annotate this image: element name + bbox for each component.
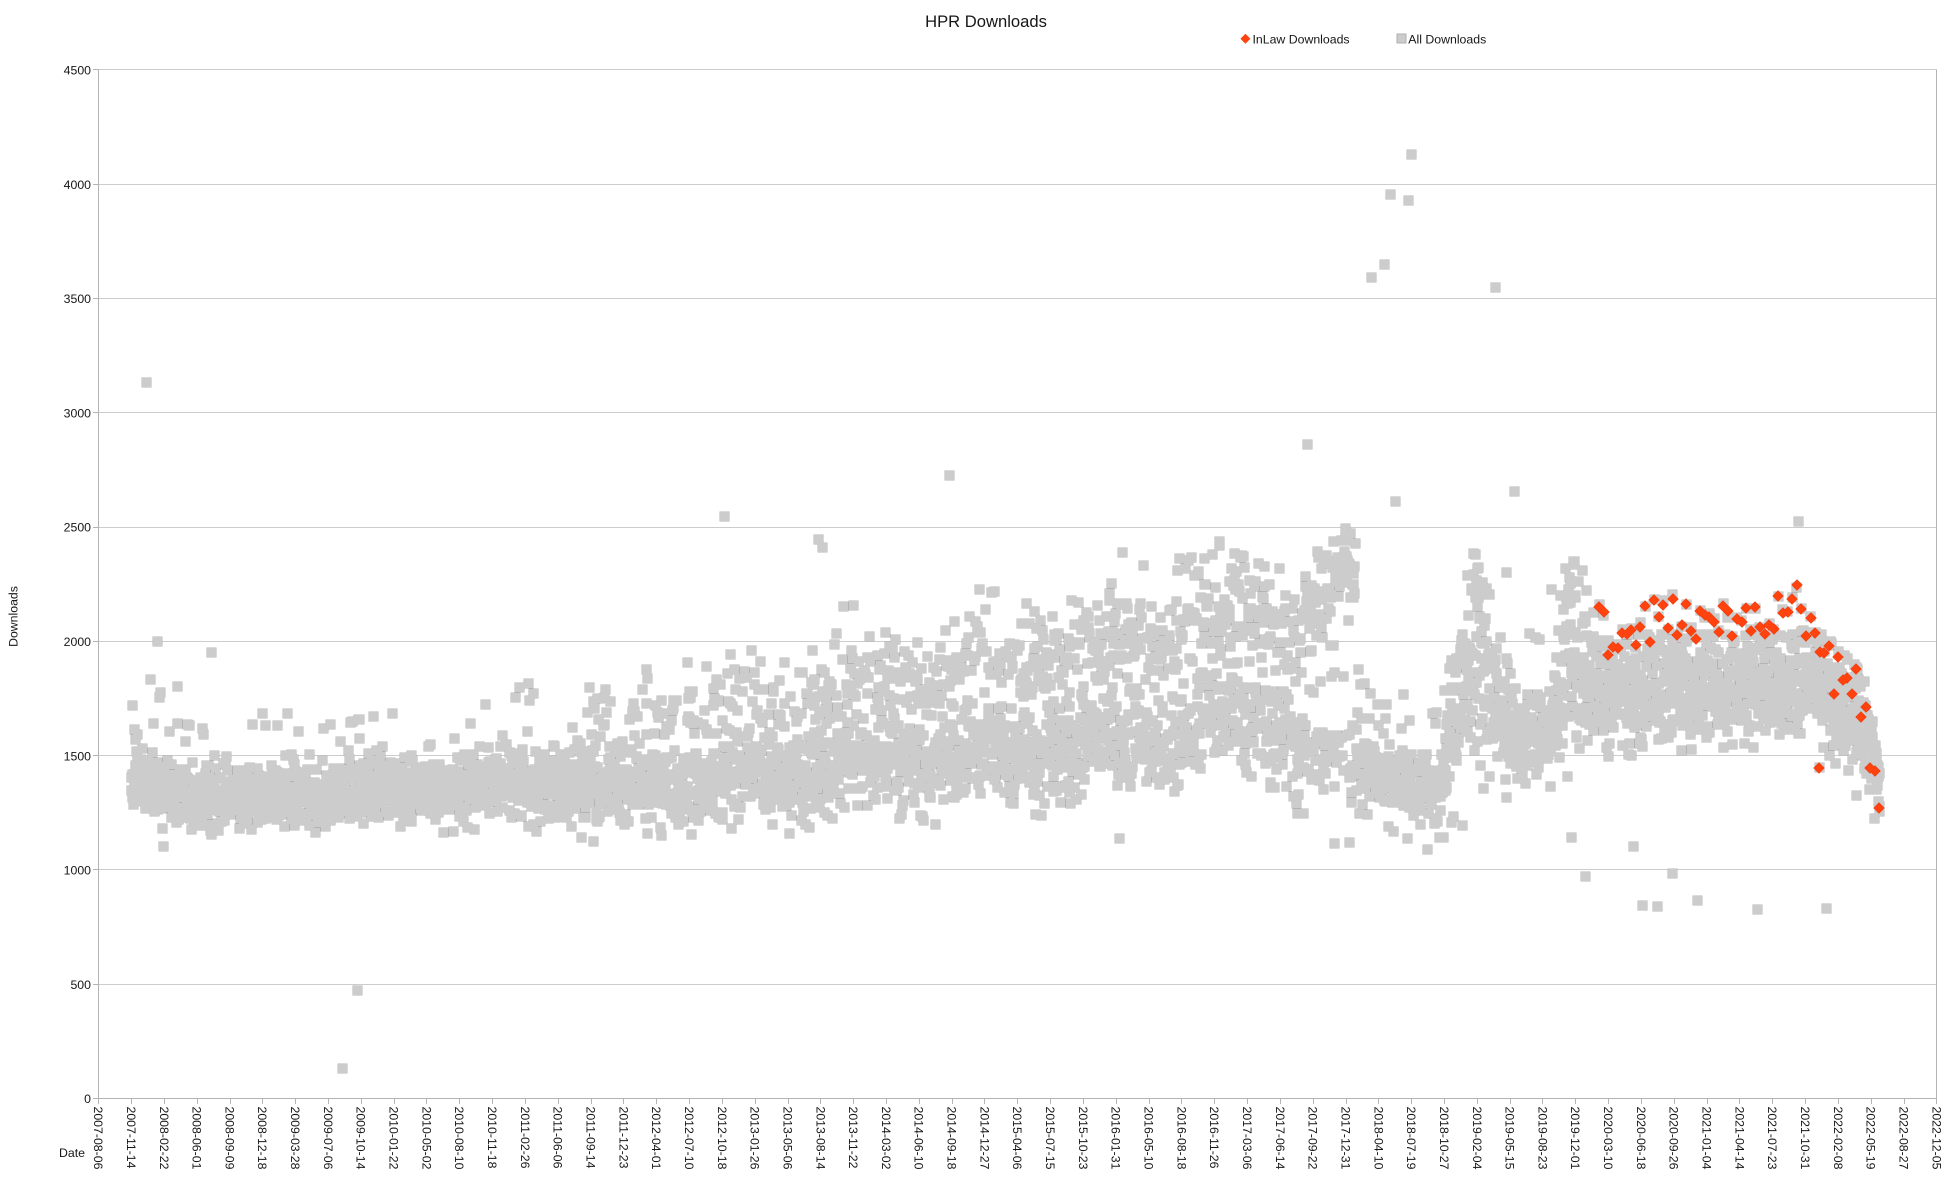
- svg-text:2011-09-14: 2011-09-14: [583, 1107, 597, 1169]
- svg-text:2009-03-28: 2009-03-28: [288, 1107, 302, 1170]
- svg-text:2011-02-26: 2011-02-26: [518, 1107, 532, 1169]
- svg-text:2020-09-26: 2020-09-26: [1667, 1107, 1681, 1170]
- svg-text:2012-04-01: 2012-04-01: [649, 1107, 663, 1170]
- svg-text:2021-07-23: 2021-07-23: [1765, 1107, 1779, 1170]
- svg-text:4500: 4500: [64, 64, 92, 78]
- svg-text:2019-02-04: 2019-02-04: [1470, 1107, 1484, 1170]
- svg-text:2009-07-06: 2009-07-06: [321, 1107, 335, 1170]
- svg-text:2010-01-22: 2010-01-22: [387, 1107, 401, 1170]
- svg-text:2020-03-10: 2020-03-10: [1601, 1107, 1615, 1170]
- svg-text:2008-02-22: 2008-02-22: [157, 1107, 171, 1170]
- svg-text:0: 0: [84, 1092, 91, 1106]
- svg-text:2015-10-23: 2015-10-23: [1076, 1107, 1090, 1170]
- svg-text:Downloads: Downloads: [6, 586, 20, 647]
- svg-text:2007-08-06: 2007-08-06: [91, 1107, 105, 1170]
- svg-text:2015-07-15: 2015-07-15: [1043, 1107, 1057, 1170]
- svg-text:2012-07-10: 2012-07-10: [682, 1107, 696, 1170]
- svg-text:2021-01-04: 2021-01-04: [1700, 1107, 1714, 1170]
- svg-text:HPR Downloads: HPR Downloads: [925, 12, 1047, 31]
- svg-text:2014-03-02: 2014-03-02: [879, 1107, 893, 1170]
- svg-text:2018-10-27: 2018-10-27: [1437, 1107, 1451, 1170]
- svg-text:3000: 3000: [64, 406, 92, 420]
- svg-text:2016-01-31: 2016-01-31: [1109, 1107, 1123, 1170]
- svg-text:2010-11-18: 2010-11-18: [485, 1107, 499, 1169]
- svg-text:2010-08-10: 2010-08-10: [452, 1107, 466, 1170]
- svg-text:2017-03-06: 2017-03-06: [1240, 1107, 1254, 1170]
- svg-text:2500: 2500: [64, 521, 92, 535]
- svg-text:2019-08-23: 2019-08-23: [1535, 1107, 1549, 1170]
- svg-text:InLaw Downloads: InLaw Downloads: [1253, 33, 1350, 47]
- svg-text:2016-05-10: 2016-05-10: [1142, 1107, 1156, 1170]
- svg-text:2012-10-18: 2012-10-18: [715, 1107, 729, 1170]
- svg-text:2017-12-31: 2017-12-31: [1338, 1107, 1352, 1170]
- svg-text:1000: 1000: [64, 864, 92, 878]
- svg-text:2011-06-06: 2011-06-06: [551, 1107, 565, 1169]
- svg-text:2009-10-14: 2009-10-14: [354, 1107, 368, 1170]
- svg-text:2016-08-18: 2016-08-18: [1174, 1107, 1188, 1170]
- svg-text:2011-12-23: 2011-12-23: [616, 1107, 630, 1169]
- svg-text:3500: 3500: [64, 292, 92, 306]
- svg-text:2014-12-27: 2014-12-27: [977, 1107, 991, 1170]
- svg-text:2014-09-18: 2014-09-18: [945, 1107, 959, 1170]
- svg-text:2022-12-05: 2022-12-05: [1929, 1107, 1943, 1170]
- svg-text:2008-09-09: 2008-09-09: [222, 1107, 236, 1170]
- svg-text:All Downloads: All Downloads: [1408, 33, 1486, 47]
- svg-text:2019-05-15: 2019-05-15: [1503, 1107, 1517, 1170]
- svg-text:2008-12-18: 2008-12-18: [255, 1107, 269, 1170]
- svg-text:2018-07-19: 2018-07-19: [1404, 1107, 1418, 1170]
- svg-text:2010-05-02: 2010-05-02: [419, 1107, 433, 1170]
- svg-text:2013-05-06: 2013-05-06: [780, 1107, 794, 1170]
- svg-text:2013-01-26: 2013-01-26: [748, 1107, 762, 1170]
- svg-text:2008-06-01: 2008-06-01: [190, 1107, 204, 1170]
- svg-text:2022-05-19: 2022-05-19: [1864, 1107, 1878, 1170]
- svg-text:4000: 4000: [64, 178, 92, 192]
- svg-text:2015-04-06: 2015-04-06: [1010, 1107, 1024, 1170]
- svg-text:2022-02-08: 2022-02-08: [1831, 1107, 1845, 1170]
- svg-text:2017-09-22: 2017-09-22: [1306, 1107, 1320, 1170]
- svg-text:1500: 1500: [64, 749, 92, 763]
- svg-text:2018-04-10: 2018-04-10: [1371, 1107, 1385, 1170]
- svg-text:2019-12-01: 2019-12-01: [1568, 1107, 1582, 1170]
- svg-text:2000: 2000: [64, 635, 92, 649]
- svg-text:2022-08-27: 2022-08-27: [1896, 1107, 1910, 1170]
- svg-text:2013-11-22: 2013-11-22: [846, 1107, 860, 1169]
- svg-text:Date: Date: [59, 1146, 85, 1160]
- svg-text:2007-11-14: 2007-11-14: [124, 1107, 138, 1169]
- svg-text:2017-06-14: 2017-06-14: [1273, 1107, 1287, 1170]
- svg-text:500: 500: [70, 978, 91, 992]
- svg-text:2021-04-14: 2021-04-14: [1732, 1107, 1746, 1170]
- svg-text:2016-11-26: 2016-11-26: [1207, 1107, 1221, 1169]
- svg-text:2014-06-10: 2014-06-10: [912, 1107, 926, 1170]
- svg-text:2013-08-14: 2013-08-14: [813, 1107, 827, 1170]
- svg-text:2021-10-31: 2021-10-31: [1798, 1107, 1812, 1170]
- svg-text:2020-06-18: 2020-06-18: [1634, 1107, 1648, 1170]
